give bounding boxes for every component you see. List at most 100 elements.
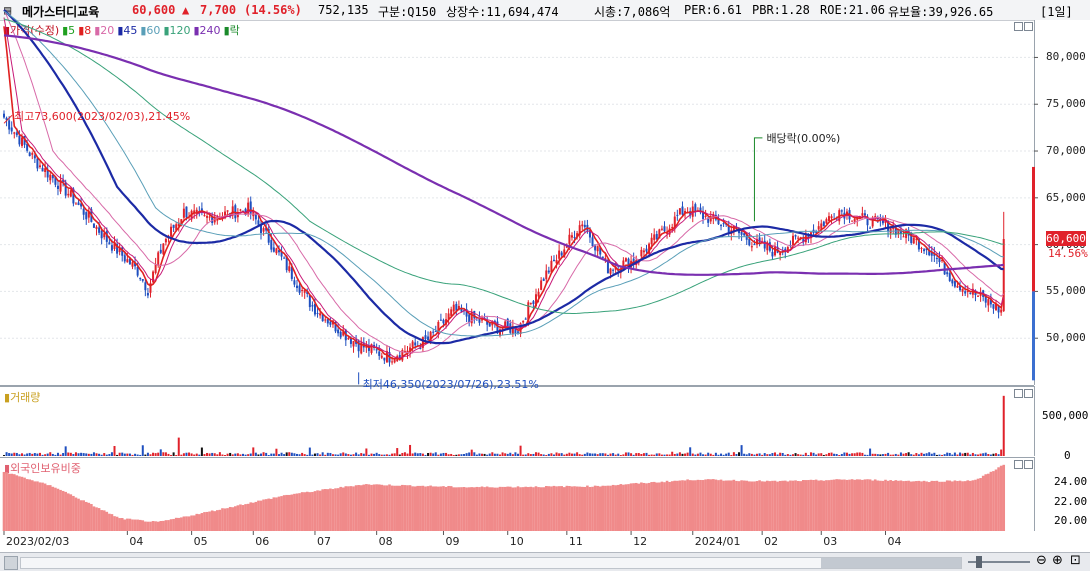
foreign-bar [668,481,671,531]
candle-body [360,342,363,354]
pbr-value: PBR:1.28 [752,3,810,17]
legend-item[interactable]: ▮45 [117,24,138,37]
foreign-bar [398,485,402,531]
volume-bar [838,455,841,456]
current-price: 60,600 [132,3,176,17]
foreign-bar [282,495,286,531]
foreign-bar [735,480,738,531]
legend-item[interactable]: ▮240 [193,24,221,37]
volume-bar [858,452,861,456]
candle-body [771,251,774,257]
volume-bar [321,452,324,456]
foreign-bar [604,485,607,531]
panel-maximize-button[interactable] [1014,389,1023,398]
candle-body [676,214,679,216]
candle-body [537,291,540,297]
foreign-bar [593,485,597,531]
volume-bar [948,452,951,456]
candle-body [827,216,830,221]
price-axis[interactable] [1034,20,1090,385]
chart-canvas[interactable] [0,0,1090,552]
foreign-bar [909,481,913,531]
volume-bar [411,453,414,456]
volume-bar [239,454,242,456]
volume-bar [768,454,771,456]
volume-bar [113,445,116,456]
volume-bar [923,453,926,456]
foreign-bar [586,485,589,531]
volume-bar [247,454,250,456]
legend-item[interactable]: ▮락 [223,24,240,37]
candle-body [622,260,625,267]
candle-body [899,230,902,234]
legend-item[interactable]: ▮8 [78,24,92,37]
candle-body [951,279,954,284]
panel-maximize-button[interactable] [1014,460,1023,469]
foreign-bar [532,487,535,531]
foreign-bar [580,486,584,531]
candle-body [447,313,450,320]
price-panel[interactable]: ▮가격(수정) ▮5 ▮8 ▮20 ▮45 ▮60 ▮120 ▮240 ▮락 [0,20,1034,386]
scrollbar-thumb[interactable] [821,558,961,568]
volume-bar [817,453,820,456]
scroll-left-button[interactable] [4,556,18,570]
panel-maximize-button[interactable] [1014,22,1023,31]
zoom-slider[interactable] [968,561,1030,563]
volume-bar [591,453,594,456]
volume-bar [486,454,489,456]
candle-body [108,242,111,245]
volume-bar [720,453,723,456]
foreign-axis[interactable] [1034,457,1090,531]
candle-body [406,350,409,353]
panel-close-button[interactable] [1024,460,1033,469]
foreign-bar [377,484,381,531]
horizontal-scrollbar[interactable] [20,557,962,569]
candle-body [648,243,651,254]
period-selector[interactable]: [1일] [1040,5,1073,19]
per-value: PER:6.61 [684,3,742,17]
foreign-bar [77,498,80,531]
volume-axis[interactable] [1034,386,1090,456]
volume-bar [848,453,851,456]
volume-bars [3,395,1005,456]
volume-bar [689,447,692,456]
volume-bar [110,452,113,456]
legend-item[interactable]: ▮5 [62,24,76,37]
foreign-bar [912,481,916,531]
legend-item[interactable]: ▮60 [140,24,161,37]
zoom-reset-icon[interactable]: ⊡ [1070,553,1081,568]
candle-body [699,207,702,213]
volume-bar [260,453,262,456]
legend-item[interactable]: ▮20 [94,24,115,37]
volume-bar [717,454,720,456]
volume-bar [44,454,47,456]
volume-bar [293,453,296,456]
volume-bar [588,453,591,456]
volume-bar [791,454,794,456]
zoom-in-icon[interactable]: ⊕ [1052,553,1063,568]
panel-close-button[interactable] [1024,22,1033,31]
stock-name[interactable]: 메가스터디교육 [22,5,100,19]
volume-bar [154,453,157,456]
volume-bar [966,452,969,456]
legend-item[interactable]: ▮가격(수정) [4,24,60,37]
volume-bar [997,454,1000,456]
volume-bar [727,452,730,456]
zoom-slider-handle[interactable] [976,556,982,568]
ma-line-120 [3,18,1004,314]
legend-item[interactable]: ▮120 [163,24,191,37]
foreign-bar [655,482,659,531]
volume-bar [714,452,717,456]
zoom-out-icon[interactable]: ⊖ [1036,553,1047,568]
candle-body [822,221,825,227]
foreign-bar [169,519,173,531]
candle-body [352,341,355,347]
volume-bar [627,452,630,456]
candle-body [136,266,139,276]
candle-body [632,258,635,264]
stock-menu-icon[interactable]: ▤ [4,3,12,17]
foreign-bar [370,484,373,531]
panel-close-button[interactable] [1024,389,1033,398]
foreign-bar [190,515,193,531]
candle-body [732,226,735,233]
